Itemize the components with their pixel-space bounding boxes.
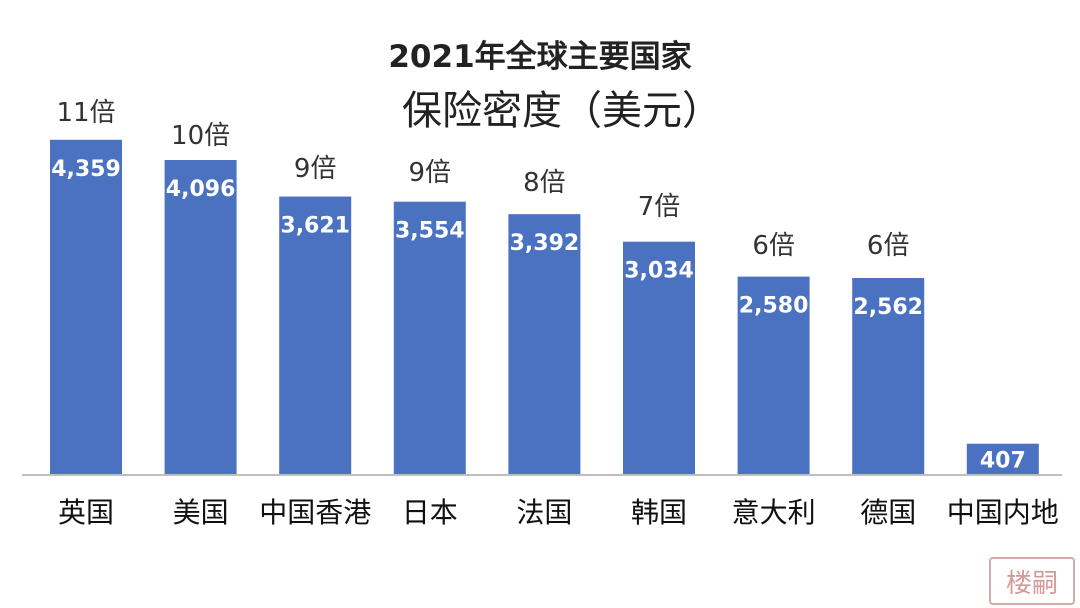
- multiplier-label: 6倍: [752, 231, 795, 261]
- category-tick-label: 中国内地: [947, 496, 1059, 529]
- category-tick-label: 英国: [58, 496, 114, 529]
- multiplier-label: 11倍: [56, 98, 115, 128]
- multiplier-label: 7倍: [638, 192, 681, 222]
- bar: [966, 443, 1039, 475]
- chart-subtitle: 保险密度（美元）: [402, 88, 722, 134]
- bar-value-label: 3,392: [510, 231, 580, 256]
- multiplier-label: 9倍: [294, 154, 337, 184]
- bar: [50, 139, 122, 475]
- category-tick-label: 美国: [173, 496, 229, 529]
- bar: [164, 160, 237, 476]
- multiplier-label: 8倍: [523, 168, 566, 198]
- chart-title: 2021年全球主要国家: [388, 39, 691, 75]
- multiplier-label: 10倍: [171, 121, 230, 151]
- category-tick-label: 中国香港: [259, 496, 371, 529]
- bar: [852, 277, 925, 475]
- multiplier-label: 6倍: [867, 231, 910, 261]
- bar-value-label: 2,562: [853, 295, 923, 320]
- category-tick-label: 意大利: [732, 496, 816, 529]
- category-tick-label: 法国: [516, 496, 572, 529]
- bar-value-label: 2,580: [739, 294, 809, 319]
- bar: [393, 201, 466, 476]
- bar-value-label: 3,554: [395, 219, 465, 244]
- bar-value-label: 407: [980, 448, 1026, 473]
- watermark-seal-text: 楼嗣: [1006, 569, 1058, 599]
- multiplier-label: 9倍: [409, 158, 452, 188]
- bar-value-label: 3,621: [280, 214, 350, 239]
- bar-value-label: 4,359: [51, 157, 121, 182]
- bar-value-label: 3,034: [624, 259, 694, 284]
- bar: [623, 241, 695, 475]
- bar-value-label: 4,096: [166, 177, 236, 202]
- category-tick-label: 德国: [860, 496, 916, 529]
- category-tick-label: 日本: [402, 496, 458, 529]
- bar: [508, 214, 581, 475]
- watermark-seal: 楼嗣: [989, 557, 1075, 605]
- category-tick-label: 韩国: [631, 496, 687, 529]
- bar: [737, 276, 810, 475]
- bar: [279, 196, 352, 475]
